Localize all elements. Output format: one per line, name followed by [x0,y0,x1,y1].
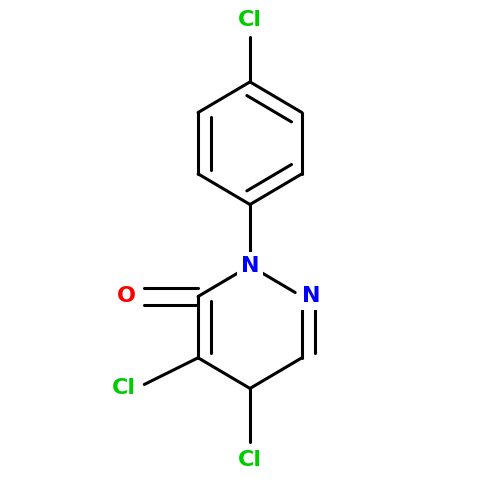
Text: N: N [241,256,259,276]
Text: O: O [118,286,137,306]
Text: N: N [241,256,259,276]
Text: Cl: Cl [238,450,262,470]
Text: Cl: Cl [238,10,262,30]
Text: Cl: Cl [112,378,136,398]
Text: O: O [118,286,137,306]
Text: N: N [302,286,320,306]
Text: Cl: Cl [238,450,262,470]
Text: N: N [302,286,320,306]
Text: Cl: Cl [238,10,262,30]
Text: Cl: Cl [112,378,136,398]
